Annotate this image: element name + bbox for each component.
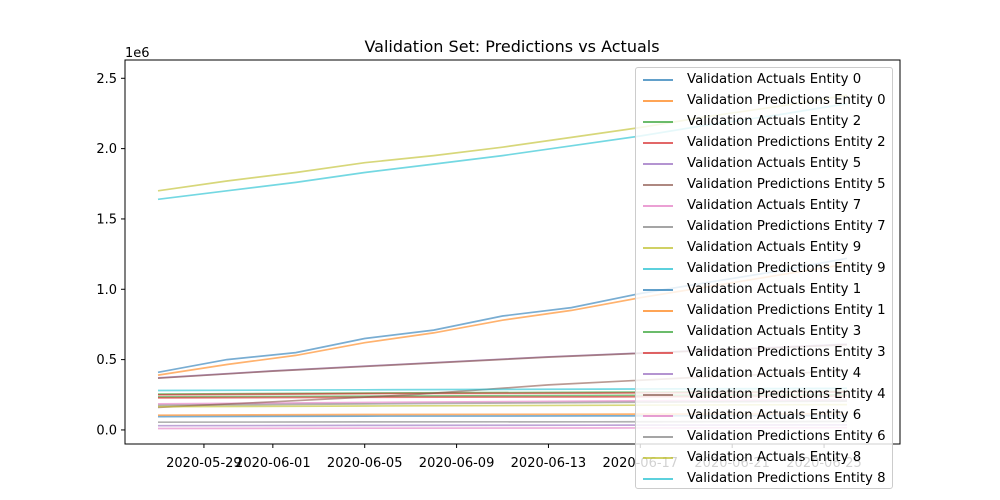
legend-item: Validation Predictions Entity 8 (636, 468, 892, 489)
legend-label: Validation Predictions Entity 1 (687, 303, 886, 318)
y-tick-label: 0.0 (96, 423, 117, 438)
legend-swatch (643, 225, 673, 228)
legend-item: Validation Actuals Entity 8 (636, 447, 892, 468)
y-tick-label: 2.0 (96, 142, 117, 157)
legend-swatch (643, 246, 673, 249)
legend-label: Validation Actuals Entity 8 (687, 450, 862, 465)
legend-label: Validation Predictions Entity 2 (687, 135, 886, 150)
legend-swatch (643, 456, 673, 459)
legend-swatch (643, 288, 673, 291)
legend-label: Validation Actuals Entity 2 (687, 114, 862, 129)
legend-label: Validation Actuals Entity 7 (687, 198, 862, 213)
y-tick-label: 1.0 (96, 283, 117, 298)
legend-swatch (643, 183, 673, 186)
legend-item: Validation Predictions Entity 5 (636, 174, 892, 195)
legend-swatch (643, 393, 673, 396)
x-tick-label: 2020-06-01 (235, 456, 311, 471)
legend-label: Validation Predictions Entity 6 (687, 429, 886, 444)
legend-label: Validation Predictions Entity 3 (687, 345, 886, 360)
legend-swatch (643, 330, 673, 333)
legend-item: Validation Actuals Entity 2 (636, 111, 892, 132)
legend-item: Validation Predictions Entity 2 (636, 132, 892, 153)
y-tick-label: 2.5 (96, 72, 117, 87)
legend-swatch (643, 204, 673, 207)
legend-label: Validation Actuals Entity 5 (687, 156, 862, 171)
legend-item: Validation Actuals Entity 9 (636, 237, 892, 258)
legend-swatch (643, 267, 673, 270)
legend-label: Validation Actuals Entity 9 (687, 240, 862, 255)
legend-label: Validation Actuals Entity 6 (687, 408, 862, 423)
legend-item: Validation Actuals Entity 1 (636, 279, 892, 300)
legend-label: Validation Predictions Entity 4 (687, 387, 886, 402)
legend-item: Validation Predictions Entity 0 (636, 90, 892, 111)
legend-label: Validation Predictions Entity 8 (687, 471, 886, 486)
legend-swatch (643, 141, 673, 144)
legend-item: Validation Predictions Entity 6 (636, 426, 892, 447)
legend-label: Validation Predictions Entity 0 (687, 93, 886, 108)
x-tick-label: 2020-06-13 (511, 456, 587, 471)
legend-item: Validation Actuals Entity 5 (636, 153, 892, 174)
legend-label: Validation Actuals Entity 0 (687, 72, 862, 87)
legend-label: Validation Actuals Entity 1 (687, 282, 862, 297)
legend-swatch (643, 372, 673, 375)
legend-item: Validation Actuals Entity 7 (636, 195, 892, 216)
legend-swatch (643, 120, 673, 123)
chart-title: Validation Set: Predictions vs Actuals (364, 37, 659, 56)
legend-item: Validation Actuals Entity 4 (636, 363, 892, 384)
legend-swatch (643, 162, 673, 165)
legend-swatch (643, 477, 673, 480)
x-tick-label: 2020-06-09 (419, 456, 495, 471)
legend-item: Validation Predictions Entity 3 (636, 342, 892, 363)
legend-item: Validation Predictions Entity 4 (636, 384, 892, 405)
legend-label: Validation Actuals Entity 4 (687, 366, 862, 381)
legend-item: Validation Actuals Entity 3 (636, 321, 892, 342)
x-tick-label: 2020-05-29 (166, 456, 242, 471)
plot-frame (124, 59, 901, 445)
legend-item: Validation Actuals Entity 6 (636, 405, 892, 426)
legend-label: Validation Predictions Entity 5 (687, 177, 886, 192)
x-tick-label: 2020-06-05 (327, 456, 403, 471)
legend-label: Validation Predictions Entity 9 (687, 261, 886, 276)
legend-swatch (643, 78, 673, 81)
legend-swatch (643, 99, 673, 102)
legend-item: Validation Predictions Entity 7 (636, 216, 892, 237)
legend-swatch (643, 351, 673, 354)
legend-item: Validation Predictions Entity 1 (636, 300, 892, 321)
legend-swatch (643, 435, 673, 438)
y-tick-label: 0.5 (96, 353, 117, 368)
legend: Validation Actuals Entity 0 Validation Pr… (635, 67, 893, 489)
legend-label: Validation Actuals Entity 3 (687, 324, 862, 339)
legend-swatch (643, 309, 673, 312)
legend-swatch (643, 414, 673, 417)
y-tick-label: 1.5 (96, 212, 117, 227)
y-offset-label: 1e6 (125, 46, 150, 61)
legend-label: Validation Predictions Entity 7 (687, 219, 886, 234)
legend-item: Validation Predictions Entity 9 (636, 258, 892, 279)
legend-item: Validation Actuals Entity 0 (636, 69, 892, 90)
